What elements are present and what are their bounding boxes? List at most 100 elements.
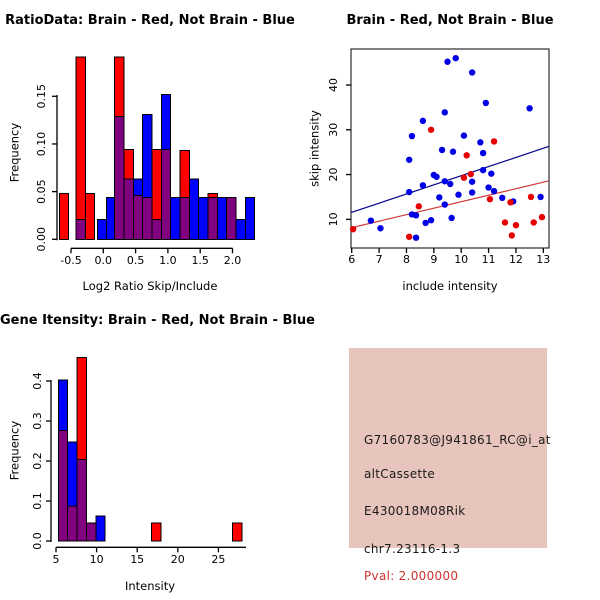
plot-box	[350, 48, 550, 249]
scatter-point	[427, 126, 435, 133]
histogram-bar	[114, 56, 125, 117]
scatter-point	[455, 191, 462, 198]
histogram-bar	[58, 193, 70, 240]
scatter-plot: 10 20 30 40 6 7 8 9 10 11 12 13	[327, 48, 550, 266]
y-tick-label: 0.10	[35, 132, 48, 157]
scatter-series-brain	[349, 126, 546, 240]
scatter-point	[508, 232, 516, 239]
x-tick-label: 6	[348, 253, 355, 266]
scatter-point	[468, 189, 476, 196]
scatter-point	[507, 199, 514, 206]
histogram-bar	[95, 515, 106, 542]
scatter-point	[436, 194, 443, 201]
histogram-bar	[57, 379, 69, 432]
histogram-bar	[142, 196, 153, 240]
x-tick-label: 15	[130, 553, 144, 566]
histogram-bar	[160, 149, 172, 240]
x-tick-label: -0.5	[60, 254, 81, 267]
scatter-point	[412, 212, 420, 219]
histogram-bar	[160, 93, 172, 151]
histogram-bar	[132, 194, 144, 240]
scatter-point	[488, 170, 495, 177]
histogram-bar	[151, 218, 162, 240]
scatter-point	[405, 156, 413, 163]
histogram-bar	[123, 149, 134, 180]
scatter-point	[537, 193, 544, 201]
scatter-point	[433, 173, 440, 180]
scatter-point	[422, 219, 429, 227]
histogram-bar	[132, 178, 144, 196]
scatter-point	[405, 188, 413, 196]
histogram-bars	[58, 56, 256, 240]
scatter-point	[449, 148, 457, 155]
scatter-point	[419, 182, 427, 189]
scatter-point	[490, 187, 498, 195]
scatter-point	[499, 194, 506, 202]
histogram-bar	[67, 505, 78, 542]
histogram-bar	[57, 430, 69, 542]
x-tick-label: 13	[536, 253, 550, 266]
scatter-point	[447, 180, 454, 188]
histogram-bar	[85, 522, 97, 542]
scatter-point	[427, 217, 435, 224]
x-tick-label: 8	[403, 253, 410, 266]
scatter-point	[490, 138, 498, 145]
histogram-bar	[198, 196, 209, 240]
scatter-point	[412, 234, 420, 241]
scatter-point	[441, 201, 448, 208]
histogram-bar	[179, 150, 190, 198]
histogram-bar	[244, 196, 256, 240]
y-tick-label: 0.4	[31, 372, 44, 390]
x-tick-label: 11	[482, 253, 496, 266]
red-regression-line	[350, 180, 550, 229]
scatter-point	[486, 195, 494, 203]
histogram-bar	[84, 193, 96, 240]
scatter-point	[349, 225, 357, 233]
gene-hist-plot: 0.0 0.1 0.2 0.3 0.4 5 10 15 20 25	[31, 356, 246, 566]
x-tick-label: 1.0	[159, 254, 177, 267]
x-tick-label: 10	[454, 253, 468, 266]
y-tick-label: 0.15	[35, 84, 48, 109]
scatter-point	[526, 105, 533, 112]
scatter-point	[452, 54, 459, 62]
info-box: G7160783@J941861_RC@i_at altCassette E43…	[349, 348, 551, 583]
histogram-bar	[188, 178, 200, 240]
histogram-bar	[96, 218, 108, 240]
scatter-x-axis-label: include intensity	[402, 279, 498, 293]
scatter-point	[479, 166, 487, 174]
scatter-point	[405, 233, 413, 240]
ratio-hist-x-axis-label: Log2 Ratio Skip/Include	[82, 279, 218, 293]
scatter-point	[441, 178, 448, 185]
scatter-point	[512, 221, 520, 229]
panel-ratio-histogram: RatioData: Brain - Red, Not Brain - Blue…	[0, 0, 300, 300]
histogram-bar	[170, 196, 181, 240]
y-tick-label: 0.05	[35, 179, 48, 204]
x-tick-label: 2.0	[224, 254, 242, 267]
x-tick-label: 20	[171, 553, 185, 566]
scatter-point	[367, 217, 375, 224]
histogram-bar	[67, 441, 78, 507]
y-tick-label: 0.0	[31, 532, 44, 550]
histogram-bar	[151, 149, 162, 220]
x-tick-label: 10	[90, 553, 104, 566]
histogram-bar	[207, 196, 218, 240]
scatter-point	[460, 132, 468, 139]
y-tick-label: 0.00	[35, 227, 48, 252]
ratio-hist-title: RatioData: Brain - Red, Not Brain - Blue	[5, 13, 295, 28]
scatter-point	[467, 170, 474, 178]
info-probe-id: G7160783@J941861_RC@i_at	[364, 433, 551, 447]
scatter-point	[477, 139, 484, 146]
y-tick-label: 20	[327, 168, 340, 182]
x-tick-label: 9	[430, 253, 437, 266]
scatter-title: Brain - Red, Not Brain - Blue	[346, 13, 554, 28]
y-tick-label: 30	[327, 123, 340, 137]
ratio-hist-plot: 0.00 0.05 0.10 0.15 -0.5 0.0 0.5 1.0 1.5 2.0	[35, 56, 256, 267]
y-tick-label: 10	[327, 212, 340, 226]
info-gene-symbol: E430018M08Rik	[364, 504, 466, 518]
histogram-bar	[232, 522, 243, 542]
x-tick-label: 5	[53, 553, 60, 566]
histogram-bars	[57, 356, 243, 542]
x-tick-label: 0.0	[95, 254, 113, 267]
scatter-point	[482, 99, 490, 107]
